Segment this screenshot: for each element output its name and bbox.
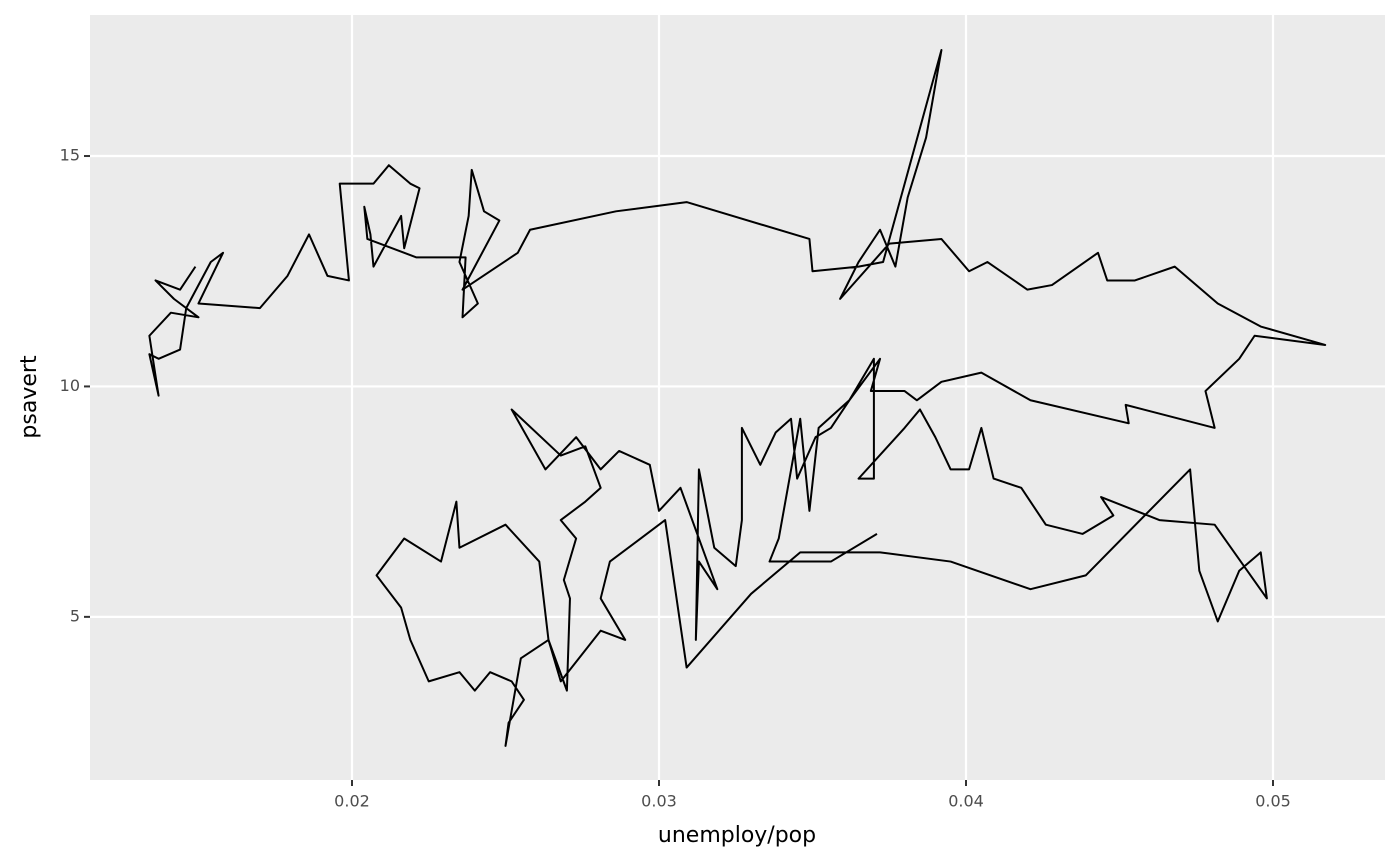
grid — [90, 15, 1385, 780]
panel — [90, 15, 1385, 780]
x-tick-label: 0.04 — [948, 792, 984, 811]
y-axis-title: psavert — [17, 355, 42, 439]
marks — [148, 49, 1327, 747]
y-tick-label: 10 — [60, 376, 80, 395]
x-tick-label: 0.02 — [334, 792, 370, 811]
axes: 0.02 0.03 0.04 0.05 5 10 15 — [60, 146, 1291, 811]
y-tick-label: 15 — [60, 146, 80, 165]
x-tick-label: 0.05 — [1255, 792, 1291, 811]
x-tick-label: 0.03 — [641, 792, 677, 811]
y-tick-label: 5 — [70, 606, 80, 625]
x-axis-title: unemploy/pop — [658, 823, 816, 848]
data-path — [148, 49, 1327, 747]
